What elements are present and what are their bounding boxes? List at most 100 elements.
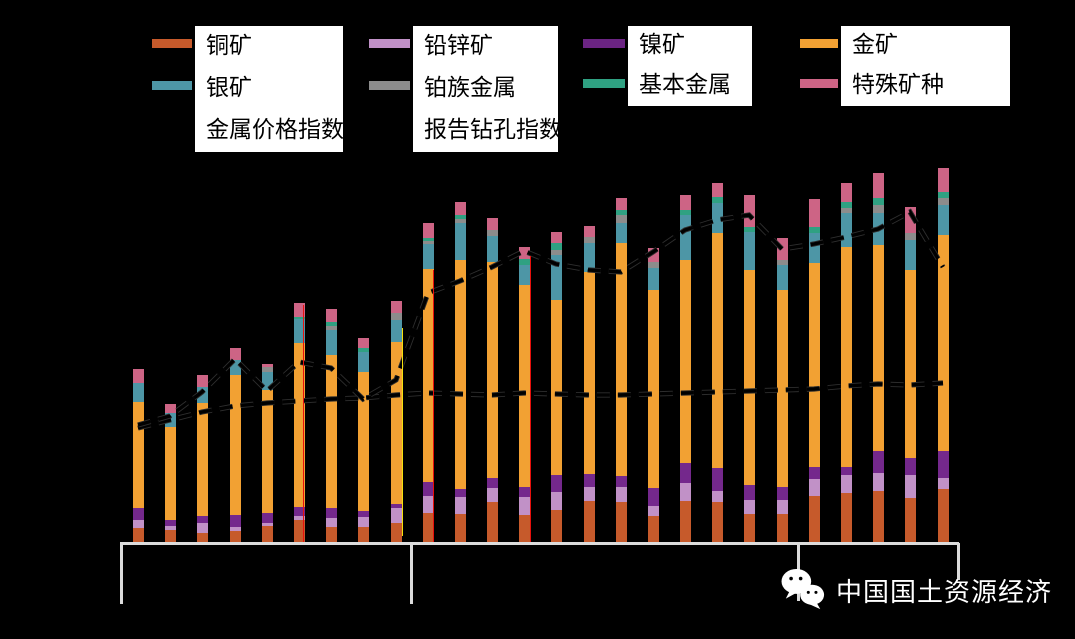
bar-segment [164,413,176,427]
bar-segment [454,223,466,260]
bar-segment [550,243,562,250]
legend-color-swatch [583,79,625,88]
bar-stack [743,195,755,543]
bar-segment [132,520,144,528]
bar-segment [293,516,305,520]
bar-segment [518,247,530,259]
bar-segment [196,375,208,387]
bar-segment [904,233,916,240]
bar-segment [615,487,627,502]
bar-segment [615,502,627,543]
bar-segment [357,511,369,517]
bar-segment [904,458,916,475]
bar-segment [647,516,659,543]
bar-segment [840,183,852,202]
bar-segment [454,497,466,514]
bar-segment [840,247,852,467]
bar-segment [776,238,788,260]
bar-segment [615,223,627,243]
bar-segment [390,342,402,504]
bar-segment [583,272,595,474]
bar-segment [454,489,466,497]
bar-segment [132,383,144,402]
bar-segment [229,360,241,375]
bar-segment [904,498,916,543]
bar-stack [679,195,691,543]
legend-item: 铅锌矿 [369,26,558,68]
bar-stack [937,168,949,543]
bar-segment [711,502,723,543]
bar-segment [583,501,595,543]
bar-segment [454,202,466,215]
bar-segment [679,483,691,501]
bar-stack [164,404,176,543]
bar-segment [679,501,691,543]
bar-segment [518,515,530,543]
legend-label: 镍矿 [628,26,752,66]
bar-segment [325,355,337,508]
bar-segment [743,195,755,227]
bar-segment [647,488,659,506]
bar-segment [325,508,337,518]
bar-segment [647,268,659,290]
axis-group-separator [120,543,123,604]
index-line [137,208,946,428]
bar-segment [261,513,273,523]
bar-segment [518,497,530,515]
bar-segment [937,235,949,451]
bar-segment [776,290,788,487]
bar-stack [904,207,916,543]
bar-segment [261,523,273,526]
edge-artifact-line [303,305,304,542]
bar-segment [164,526,176,530]
legend-item: 金属价格指数 [152,110,343,152]
bar-segment [937,168,949,192]
bar-segment [422,269,434,482]
bar-segment [357,372,369,511]
bar-segment [132,528,144,543]
legend-item: 报告钻孔指数 [369,110,558,152]
legend-item: 金矿 [800,26,1010,66]
bar-segment [808,263,820,467]
index-line [137,209,945,427]
bar-segment [904,240,916,270]
bar-stack [229,348,241,543]
bar-segment [840,213,852,247]
bar-segment [937,205,949,235]
bar-segment [711,491,723,502]
bar-stack [711,183,723,543]
bar-stack [872,173,884,543]
bar-segment [486,262,498,478]
wechat-icon [781,568,825,610]
bar-segment [422,496,434,513]
bar-segment [776,487,788,500]
bar-segment [550,510,562,543]
bar-segment [937,198,949,205]
bar-segment [776,514,788,543]
bar-stack [808,199,820,543]
bar-segment [583,474,595,487]
bar-stack [132,369,144,543]
legend-label: 报告钻孔指数 [413,110,558,152]
legend-item: 铜矿 [152,26,343,68]
bar-stack [422,223,434,543]
bar-segment [872,451,884,473]
bar-segment [550,232,562,243]
bar-segment [132,369,144,383]
axis-group-separator [957,543,960,580]
bar-segment [647,506,659,516]
bar-segment [904,207,916,233]
bar-segment [679,463,691,483]
bar-segment [872,205,884,213]
bar-segment [776,500,788,514]
x-axis-line [120,542,959,545]
bar-segment [422,244,434,269]
bar-segment [550,475,562,492]
bar-stack [518,247,530,543]
bar-segment [164,530,176,543]
bar-segment [840,467,852,475]
bar-segment [647,290,659,488]
bar-stack [390,301,402,543]
